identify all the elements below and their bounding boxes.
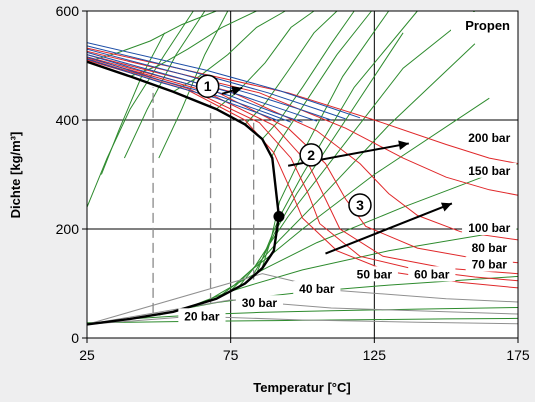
isochore-line xyxy=(261,10,390,268)
x-axis-label: Temperatur [°C] xyxy=(253,380,350,395)
isobar-labels: 200 bar 150 bar 100 bar 80 bar 70 bar 60 bar 5… xyxy=(178,130,517,324)
annotation-arrowhead xyxy=(231,86,243,96)
isobar-label: 60 bar xyxy=(414,267,450,281)
y-tick-label: 0 xyxy=(71,330,79,346)
isobar-line xyxy=(86,50,519,196)
liquid-isobar-lines xyxy=(86,42,361,123)
isochore-line xyxy=(270,10,372,159)
isobar-label-bg xyxy=(235,295,283,311)
y-tick-label: 600 xyxy=(56,3,80,19)
isobar-label-bg xyxy=(462,162,517,178)
isobar-label-bg xyxy=(462,220,517,235)
isobar-line xyxy=(86,54,519,241)
annotation-number: 1 xyxy=(204,78,212,94)
annotation-circle xyxy=(195,74,220,98)
isobar-label-bg xyxy=(408,266,456,282)
isobar-label-bg xyxy=(178,308,226,324)
isobar-label: 80 bar xyxy=(472,241,508,255)
isobar-label-bg xyxy=(462,130,517,146)
isobar-line xyxy=(86,315,519,325)
isochore-line xyxy=(256,10,418,274)
isobar-label: 50 bar xyxy=(357,267,393,281)
chart-title: Propen xyxy=(465,18,510,33)
annotation-number: 3 xyxy=(356,197,364,213)
isobar-label-bg xyxy=(350,266,398,282)
isochore-line xyxy=(201,163,519,305)
isochore-line xyxy=(100,32,166,175)
isobar-label: 200 bar xyxy=(468,131,510,145)
x-tick-label: 125 xyxy=(363,347,387,363)
isobar-label: 100 bar xyxy=(468,221,510,235)
isobar-label-bg xyxy=(465,256,513,272)
isobar-label-bg xyxy=(293,281,341,297)
isobar-label: 20 bar xyxy=(184,309,220,323)
annotation-arrow xyxy=(325,202,453,255)
x-tick-label: 175 xyxy=(506,347,530,363)
isochore-line xyxy=(215,97,490,300)
annotation-circle xyxy=(348,193,372,217)
y-tick-label: 400 xyxy=(56,112,80,128)
liquid-isobar-line xyxy=(86,54,303,123)
numbered-annotations: 1 2 3 xyxy=(195,74,453,255)
x-tick-label: 75 xyxy=(223,347,239,363)
isochore-line xyxy=(130,307,519,320)
isobar-label: 150 bar xyxy=(468,164,510,178)
isochore-line xyxy=(250,32,404,280)
liquid-isobar-line xyxy=(86,51,318,122)
y-tick-label: 200 xyxy=(56,221,80,237)
annotation-arrowhead xyxy=(440,202,452,212)
isobar-line xyxy=(86,47,519,165)
isochore-line xyxy=(238,10,476,287)
isochore-line xyxy=(181,228,519,311)
axis-ticks: 25 75 125 175 0 200 400 600 xyxy=(56,3,530,363)
liquid-isobar-line xyxy=(86,58,280,122)
annotation-circle xyxy=(299,143,323,167)
liquid-isobar-line xyxy=(86,42,361,119)
plot-border xyxy=(86,10,519,339)
isochore-line xyxy=(261,10,355,140)
isochore-line xyxy=(129,10,257,77)
critical-point xyxy=(273,210,285,222)
isobar-label: 40 bar xyxy=(299,282,335,296)
guide-lines xyxy=(152,87,255,313)
isobar-label: 30 bar xyxy=(242,296,278,310)
y-axis-label: Dichte [kg/m³] xyxy=(8,132,23,219)
liquid-isobar-line xyxy=(86,45,346,120)
isochore-line xyxy=(86,317,519,324)
title-box xyxy=(451,12,517,34)
annotation-number: 2 xyxy=(307,147,315,163)
isobar-label: 70 bar xyxy=(472,258,508,272)
x-tick-label: 25 xyxy=(79,347,95,363)
isobar-label-bg xyxy=(465,240,513,256)
liquid-isobar-line xyxy=(86,48,332,121)
annotation-arrowhead xyxy=(398,140,409,150)
isochore-line xyxy=(86,10,194,208)
liquid-isobar-line xyxy=(86,56,292,123)
